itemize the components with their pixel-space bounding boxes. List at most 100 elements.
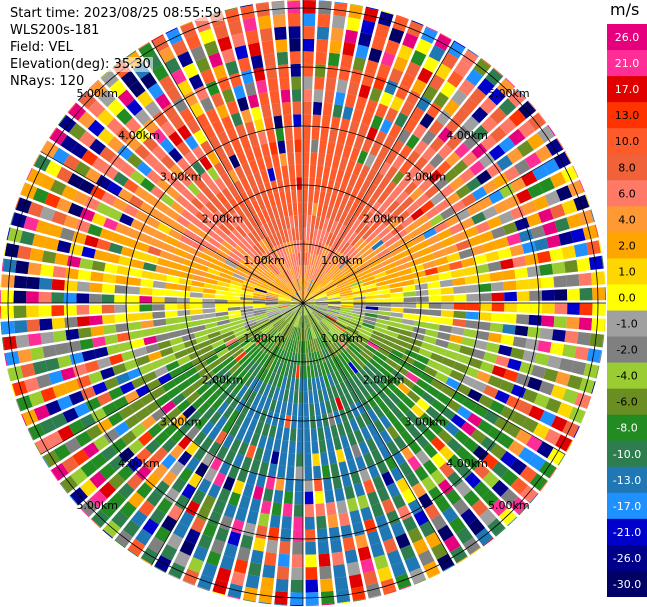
velocity-gate — [430, 514, 447, 531]
velocity-gate — [265, 236, 274, 249]
velocity-gate — [244, 343, 257, 354]
velocity-gate — [285, 255, 291, 268]
velocity-gate — [402, 516, 418, 532]
velocity-gate — [39, 277, 53, 290]
velocity-gate — [539, 263, 554, 276]
velocity-gate — [365, 6, 379, 11]
velocity-gate — [228, 20, 243, 36]
velocity-gate — [385, 410, 399, 425]
velocity-gate — [257, 183, 267, 198]
velocity-gate — [411, 332, 425, 341]
velocity-gate — [328, 248, 337, 261]
velocity-gate — [263, 52, 276, 67]
velocity-gate — [312, 310, 323, 320]
velocity-gate — [68, 103, 86, 121]
velocity-gate — [377, 227, 391, 239]
velocity-gate — [227, 583, 243, 599]
velocity-gate — [180, 361, 194, 373]
velocity-gate — [291, 314, 298, 326]
velocity-gate — [521, 200, 538, 216]
velocity-gate — [240, 290, 254, 296]
velocity-gate — [473, 463, 491, 480]
velocity-gate — [317, 540, 330, 555]
velocity-gate — [193, 269, 207, 277]
velocity-gate — [197, 574, 214, 591]
velocity-gate — [417, 67, 433, 84]
velocity-gate — [191, 319, 205, 327]
velocity-gate — [503, 165, 520, 182]
velocity-gate — [343, 213, 353, 227]
velocity-gate — [295, 304, 302, 314]
velocity-gate — [327, 373, 335, 387]
velocity-gate — [307, 314, 312, 327]
velocity-gate — [124, 359, 139, 371]
velocity-gate — [115, 222, 130, 236]
velocity-gate — [325, 285, 338, 293]
velocity-gate — [336, 422, 346, 437]
velocity-gate — [69, 495, 79, 506]
velocity-gate — [128, 80, 146, 98]
velocity-gate — [275, 127, 285, 142]
velocity-gate — [340, 305, 354, 308]
velocity-gate — [461, 257, 475, 268]
velocity-gate — [252, 213, 263, 227]
velocity-gate — [293, 240, 298, 254]
velocity-gate — [412, 538, 429, 555]
velocity-gate — [401, 240, 415, 251]
velocity-gate — [278, 295, 291, 300]
velocity-gate — [232, 453, 245, 468]
velocity-gate — [265, 303, 278, 305]
velocity-gate — [188, 472, 203, 489]
velocity-gate — [241, 401, 252, 416]
velocity-gate — [107, 207, 123, 222]
velocity-gate — [267, 77, 279, 92]
velocity-gate — [218, 205, 231, 219]
velocity-gate — [273, 489, 284, 504]
velocity-gate — [305, 301, 316, 303]
velocity-gate — [282, 203, 289, 217]
velocity-gate — [527, 132, 545, 150]
velocity-gate — [350, 318, 363, 325]
velocity-gate — [383, 334, 397, 344]
colorbar-tick-label: -26.0 — [613, 552, 641, 565]
velocity-gate — [557, 454, 566, 466]
velocity-gate — [106, 252, 121, 264]
velocity-gate — [67, 102, 77, 113]
velocity-gate — [351, 255, 364, 266]
velocity-gate — [242, 388, 253, 402]
velocity-gate — [256, 316, 269, 324]
velocity-gate — [165, 317, 179, 325]
velocity-gate — [303, 353, 307, 366]
velocity-gate — [308, 280, 315, 292]
velocity-gate — [315, 503, 326, 517]
velocity-gate — [509, 244, 525, 257]
velocity-gate — [164, 304, 178, 311]
velocity-gate — [246, 471, 258, 486]
velocity-gate — [353, 305, 366, 309]
velocity-gate — [328, 129, 338, 143]
velocity-gate — [166, 533, 183, 550]
velocity-gate — [426, 322, 440, 331]
velocity-gate — [251, 185, 262, 200]
velocity-gate — [290, 352, 296, 366]
colorbar-swatch — [607, 258, 647, 285]
velocity-gate — [237, 262, 250, 272]
colorbar-tick-label: -21.0 — [613, 526, 641, 539]
velocity-gate — [376, 284, 390, 291]
velocity-gate — [304, 299, 316, 303]
velocity-gate — [67, 340, 82, 353]
velocity-gate — [516, 314, 530, 325]
velocity-gate — [217, 76, 231, 92]
velocity-gate — [380, 578, 397, 594]
velocity-gate — [396, 14, 409, 20]
velocity-gate — [51, 279, 65, 291]
velocity-gate — [328, 265, 339, 276]
velocity-gate — [290, 301, 301, 303]
velocity-gate — [166, 386, 181, 400]
velocity-gate — [453, 60, 471, 78]
velocity-gate — [335, 169, 345, 183]
velocity-gate — [412, 360, 427, 372]
velocity-gate — [174, 349, 188, 360]
velocity-gate — [15, 197, 32, 214]
velocity-gate — [491, 365, 507, 378]
